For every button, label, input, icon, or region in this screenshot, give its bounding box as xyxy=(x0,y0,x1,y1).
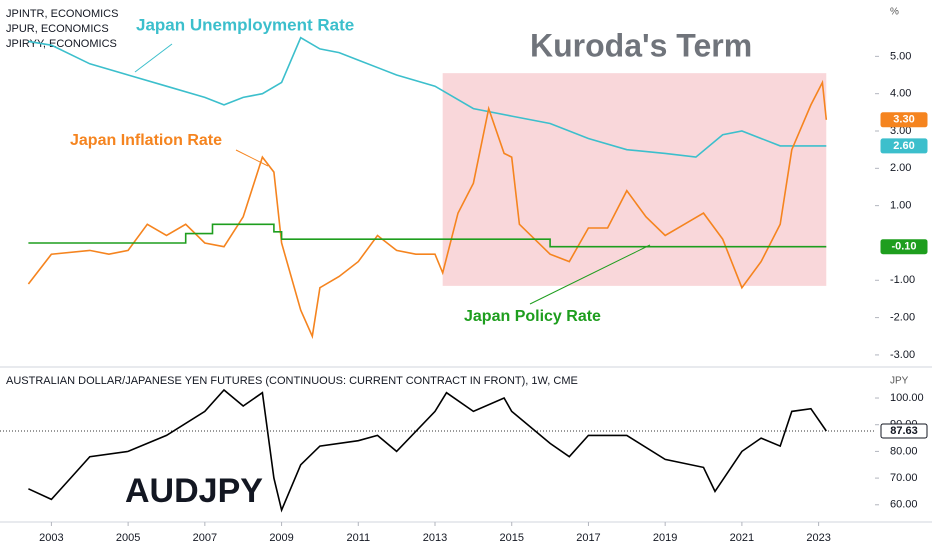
x-tick-label: 2019 xyxy=(653,532,677,544)
series-line xyxy=(28,36,827,158)
last-value-box xyxy=(880,239,928,255)
last-value-label: -0.10 xyxy=(891,241,916,253)
unit-label: JPY xyxy=(890,376,909,387)
source-label: JPINTR, ECONOMICS xyxy=(6,8,118,20)
x-tick-label: 2007 xyxy=(193,532,217,544)
last-value-box xyxy=(880,112,928,128)
last-value-box xyxy=(880,138,928,154)
unit-label: % xyxy=(890,7,899,18)
x-tick-label: 2003 xyxy=(39,532,63,544)
leader-line xyxy=(529,244,651,305)
x-tick-label: 2021 xyxy=(730,532,754,544)
last-value-label: 2.60 xyxy=(893,140,914,152)
y-tick-label: 70.00 xyxy=(890,472,918,484)
leader-line xyxy=(235,149,269,167)
y-tick-label: 5.00 xyxy=(890,50,911,62)
series-line xyxy=(28,223,827,248)
x-tick-label: 2023 xyxy=(806,532,830,544)
y-tick-label: -1.00 xyxy=(890,274,915,286)
series-label: Japan Inflation Rate xyxy=(70,132,222,149)
series-label: AUDJPY xyxy=(125,472,263,510)
source-label: JPIRYY, ECONOMICS xyxy=(6,38,117,50)
pane-title: AUSTRALIAN DOLLAR/JAPANESE YEN FUTURES (… xyxy=(6,375,578,387)
y-tick-label: -2.00 xyxy=(890,312,915,324)
x-tick-label: 2013 xyxy=(423,532,447,544)
y-tick-label: 2.00 xyxy=(890,162,911,174)
x-tick-label: 2011 xyxy=(346,532,370,544)
source-label: JPUR, ECONOMICS xyxy=(6,23,109,35)
y-tick-label: 80.00 xyxy=(890,445,918,457)
y-tick-label: 100.00 xyxy=(890,392,924,404)
series-line xyxy=(28,388,827,513)
x-tick-label: 2009 xyxy=(269,532,293,544)
x-tick-label: 2017 xyxy=(576,532,600,544)
last-value-box xyxy=(880,423,928,439)
y-tick-label: -3.00 xyxy=(890,349,915,361)
y-tick-label: 60.00 xyxy=(890,499,918,511)
x-tick-label: 2005 xyxy=(116,532,140,544)
last-value-label: 3.30 xyxy=(893,114,914,126)
y-tick-label: 4.00 xyxy=(890,88,911,100)
leader-line xyxy=(134,43,173,73)
y-tick-label: 1.00 xyxy=(890,200,911,212)
series-label: Japan Policy Rate xyxy=(464,308,601,325)
series-line xyxy=(27,79,828,340)
y-tick-label: 3.00 xyxy=(890,125,911,137)
x-tick-label: 2015 xyxy=(499,532,523,544)
region-label: Kuroda's Term xyxy=(530,27,752,63)
last-value-label: 87.63 xyxy=(890,425,918,437)
series-label: Japan Unemployment Rate xyxy=(136,15,354,34)
region xyxy=(442,73,827,286)
